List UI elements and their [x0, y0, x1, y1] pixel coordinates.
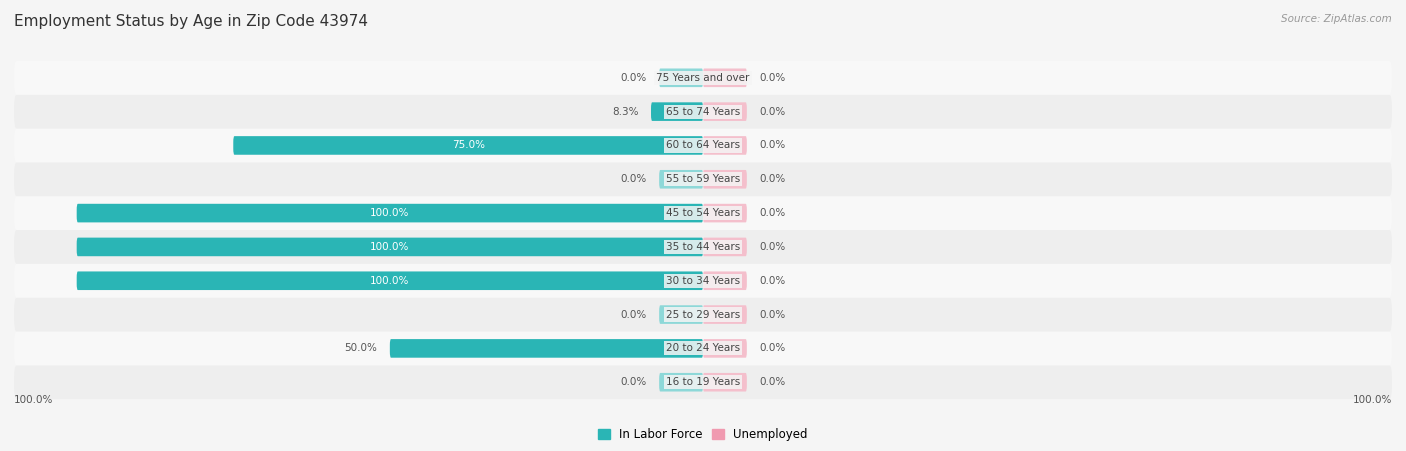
FancyBboxPatch shape — [389, 339, 703, 358]
Text: 25 to 29 Years: 25 to 29 Years — [666, 309, 740, 320]
Text: 55 to 59 Years: 55 to 59 Years — [666, 174, 740, 184]
FancyBboxPatch shape — [77, 204, 703, 222]
FancyBboxPatch shape — [703, 272, 747, 290]
Legend: In Labor Force, Unemployed: In Labor Force, Unemployed — [593, 423, 813, 446]
FancyBboxPatch shape — [703, 102, 747, 121]
FancyBboxPatch shape — [14, 95, 1392, 129]
Text: 0.0%: 0.0% — [620, 377, 647, 387]
Text: 100.0%: 100.0% — [14, 395, 53, 405]
FancyBboxPatch shape — [14, 230, 1392, 264]
FancyBboxPatch shape — [659, 373, 703, 391]
Text: 0.0%: 0.0% — [759, 140, 786, 151]
Text: 75 Years and over: 75 Years and over — [657, 73, 749, 83]
Text: 100.0%: 100.0% — [370, 276, 409, 286]
FancyBboxPatch shape — [703, 69, 747, 87]
Text: 0.0%: 0.0% — [759, 106, 786, 117]
FancyBboxPatch shape — [703, 339, 747, 358]
FancyBboxPatch shape — [659, 69, 703, 87]
FancyBboxPatch shape — [703, 204, 747, 222]
Text: 0.0%: 0.0% — [759, 242, 786, 252]
FancyBboxPatch shape — [77, 272, 703, 290]
FancyBboxPatch shape — [703, 136, 747, 155]
FancyBboxPatch shape — [233, 136, 703, 155]
Text: Source: ZipAtlas.com: Source: ZipAtlas.com — [1281, 14, 1392, 23]
FancyBboxPatch shape — [14, 61, 1392, 95]
Text: 0.0%: 0.0% — [620, 174, 647, 184]
Text: 50.0%: 50.0% — [344, 343, 377, 354]
Text: 0.0%: 0.0% — [759, 343, 786, 354]
Text: 0.0%: 0.0% — [759, 73, 786, 83]
FancyBboxPatch shape — [14, 129, 1392, 162]
FancyBboxPatch shape — [14, 162, 1392, 196]
Text: 65 to 74 Years: 65 to 74 Years — [666, 106, 740, 117]
FancyBboxPatch shape — [14, 264, 1392, 298]
FancyBboxPatch shape — [703, 170, 747, 189]
Text: 45 to 54 Years: 45 to 54 Years — [666, 208, 740, 218]
Text: 0.0%: 0.0% — [759, 276, 786, 286]
Text: 100.0%: 100.0% — [370, 242, 409, 252]
Text: 16 to 19 Years: 16 to 19 Years — [666, 377, 740, 387]
Text: 35 to 44 Years: 35 to 44 Years — [666, 242, 740, 252]
Text: 100.0%: 100.0% — [1353, 395, 1392, 405]
FancyBboxPatch shape — [14, 196, 1392, 230]
Text: 0.0%: 0.0% — [620, 73, 647, 83]
Text: 30 to 34 Years: 30 to 34 Years — [666, 276, 740, 286]
FancyBboxPatch shape — [14, 298, 1392, 331]
FancyBboxPatch shape — [651, 102, 703, 121]
FancyBboxPatch shape — [703, 373, 747, 391]
Text: 60 to 64 Years: 60 to 64 Years — [666, 140, 740, 151]
FancyBboxPatch shape — [14, 331, 1392, 365]
FancyBboxPatch shape — [77, 238, 703, 256]
FancyBboxPatch shape — [703, 305, 747, 324]
Text: 0.0%: 0.0% — [759, 309, 786, 320]
Text: 8.3%: 8.3% — [612, 106, 638, 117]
Text: 0.0%: 0.0% — [759, 208, 786, 218]
Text: 20 to 24 Years: 20 to 24 Years — [666, 343, 740, 354]
FancyBboxPatch shape — [659, 170, 703, 189]
FancyBboxPatch shape — [14, 365, 1392, 399]
Text: 75.0%: 75.0% — [451, 140, 485, 151]
Text: 0.0%: 0.0% — [759, 377, 786, 387]
Text: 100.0%: 100.0% — [370, 208, 409, 218]
Text: 0.0%: 0.0% — [620, 309, 647, 320]
FancyBboxPatch shape — [659, 305, 703, 324]
FancyBboxPatch shape — [703, 238, 747, 256]
Text: 0.0%: 0.0% — [759, 174, 786, 184]
Text: Employment Status by Age in Zip Code 43974: Employment Status by Age in Zip Code 439… — [14, 14, 368, 28]
